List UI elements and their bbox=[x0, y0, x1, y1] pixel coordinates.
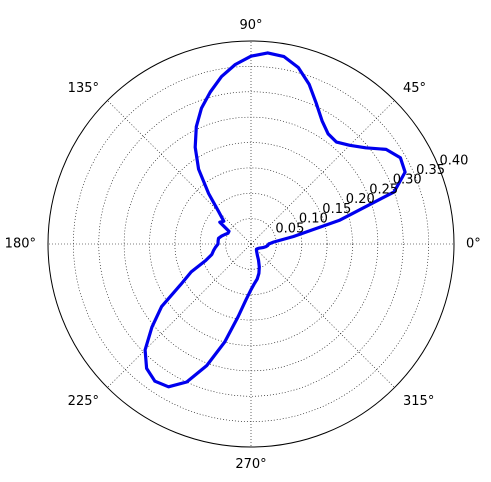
angle-tick-label: 90° bbox=[239, 18, 262, 33]
polar-frame bbox=[47, 40, 455, 448]
radial-tick-label: 0.20 bbox=[346, 192, 375, 207]
radial-tick-label: 0.15 bbox=[322, 202, 351, 217]
radial-gridline bbox=[149, 142, 353, 346]
radial-gridline bbox=[225, 218, 277, 270]
radial-gridline bbox=[98, 91, 404, 397]
series-layer bbox=[143, 51, 407, 389]
angle-tick-label: 135° bbox=[68, 81, 99, 96]
radial-tick-label: 0.30 bbox=[393, 173, 422, 188]
angular-gridline bbox=[250, 243, 395, 388]
radial-tick-label: 0.35 bbox=[416, 163, 445, 178]
angle-tick-label: 45° bbox=[403, 81, 426, 96]
angle-tick-label: 315° bbox=[403, 394, 434, 409]
radial-gridline bbox=[199, 192, 303, 296]
series-line bbox=[143, 51, 407, 389]
radial-tick-label: 0.05 bbox=[275, 221, 304, 236]
angular-gridline bbox=[107, 100, 252, 245]
radial-tick-label: 0.40 bbox=[440, 153, 469, 168]
label-layer: 0° 45° 90° 135° 180° 225° 270° 315° 0.050.100.15… bbox=[5, 18, 481, 472]
angle-tick-label: 270° bbox=[235, 457, 266, 472]
radial-tick-label: 0.10 bbox=[299, 212, 328, 227]
angular-gridline bbox=[107, 243, 252, 388]
angle-tick-label: 0° bbox=[466, 237, 481, 252]
angle-tick-label: 180° bbox=[5, 237, 36, 252]
angular-gridline bbox=[250, 100, 395, 245]
angle-tick-label: 225° bbox=[68, 394, 99, 409]
radial-gridline bbox=[174, 167, 328, 321]
grid-layer bbox=[48, 41, 454, 447]
radial-tick-label: 0.25 bbox=[369, 182, 398, 197]
